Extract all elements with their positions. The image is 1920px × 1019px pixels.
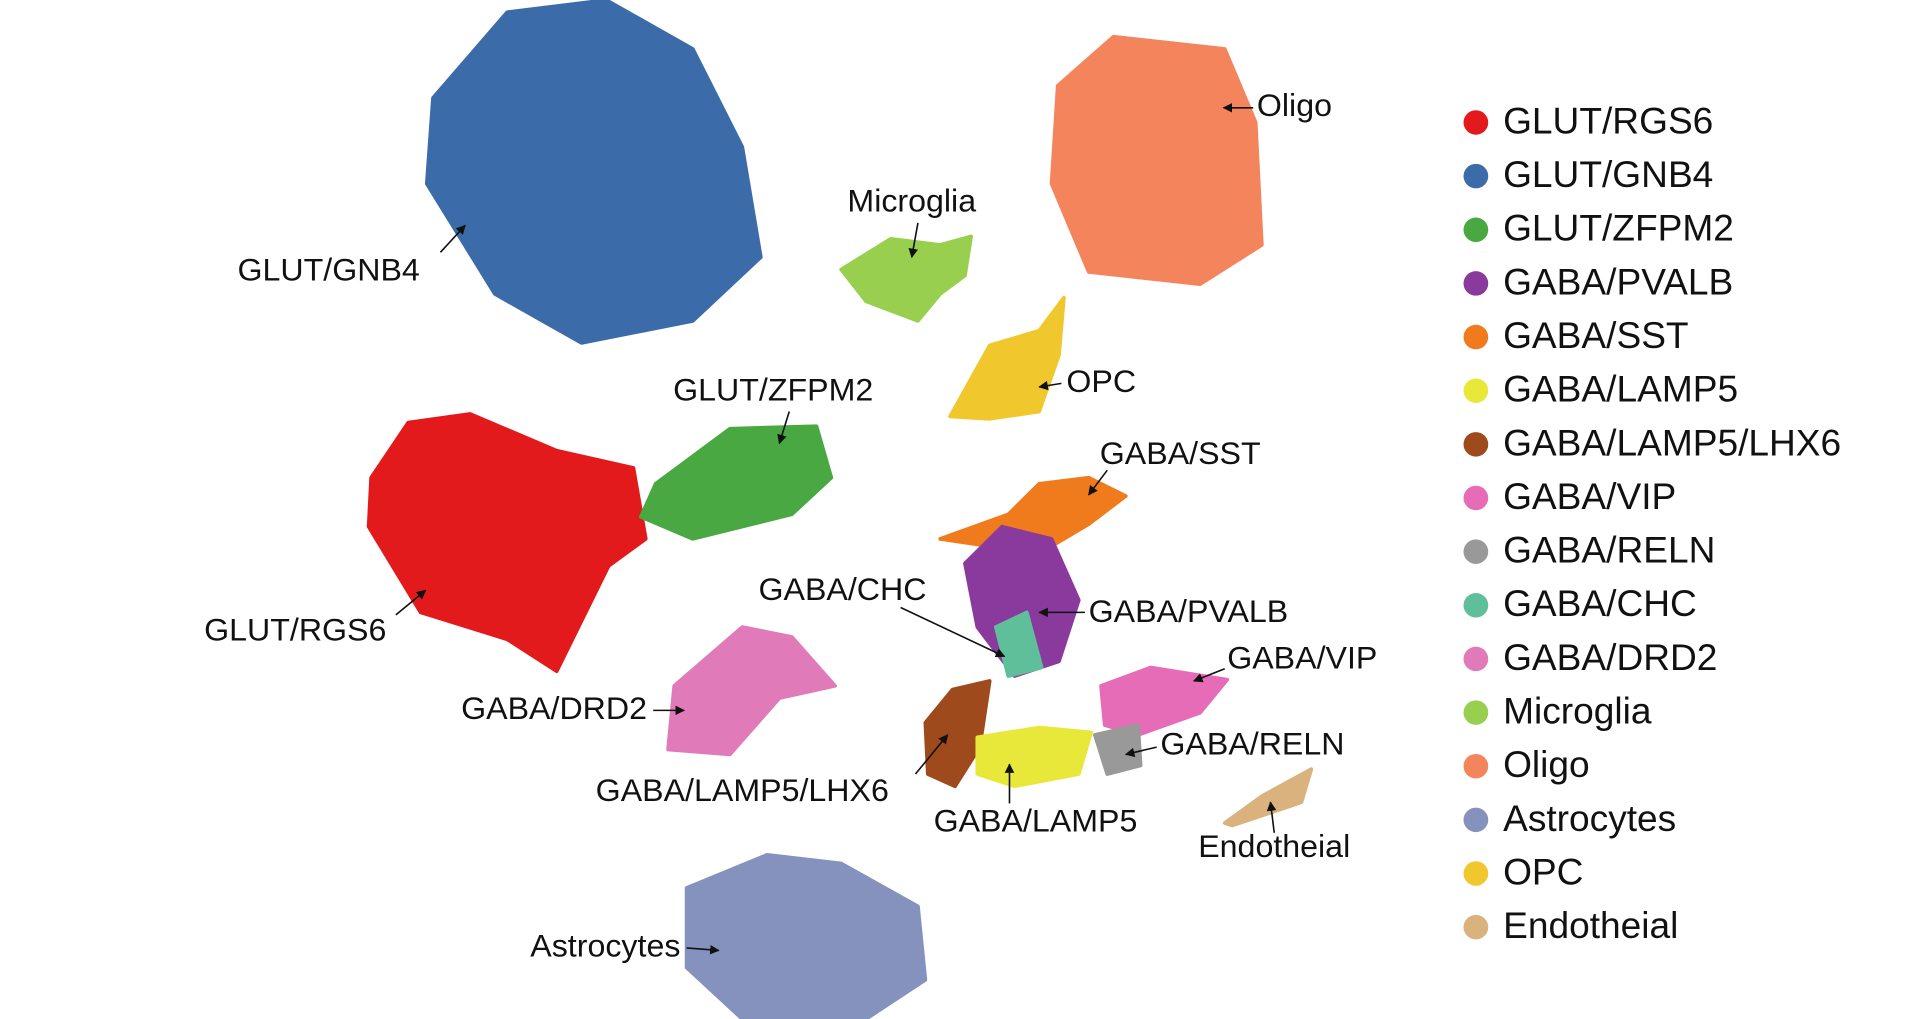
legend-label: GABA/SST [1503,315,1689,356]
legend-marker [1463,110,1489,135]
cluster-blob [975,725,1093,789]
cluster-blob [684,853,928,1019]
legend-marker [1463,646,1489,672]
legend-marker [1463,485,1489,511]
legend-label: OPC [1503,852,1583,893]
legend-marker [1463,914,1489,940]
legend-label: Microglia [1503,691,1652,732]
legend-label: GABA/PVALB [1503,262,1733,303]
legend-label: GLUT/RGS6 [1503,101,1713,142]
annotation-label: GLUT/ZFPM2 [673,371,873,407]
cluster-blob [1092,723,1143,776]
annotation-label: OPC [1066,363,1136,399]
legend-label: GABA/RELN [1503,530,1715,571]
annotations: Oligo Microglia OPC GLUT/ZFPM2 GABA/SST GLUT/… [204,87,1377,963]
annotation-label: GABA/PVALB [1089,593,1289,629]
annotation-arrow [914,734,949,775]
annotation-arrow [439,224,466,253]
annotation-label: GABA/VIP [1227,640,1377,676]
legend-marker [1463,217,1489,243]
annotation-arrow [1266,801,1277,833]
annotation-label: GLUT/GNB4 [238,251,420,287]
legend-label: GABA/CHC [1503,583,1697,624]
annotation-arrow [1192,667,1226,683]
legend-marker [1463,753,1489,779]
legend-label: GABA/LAMP5 [1503,369,1738,410]
legend-marker [1463,378,1489,403]
cluster-blob [1049,34,1264,286]
legend-label: GLUT/ZFPM2 [1503,208,1734,249]
annotation-label: GABA/LAMP5/LHX6 [596,772,889,808]
annotation-arrow [1088,469,1108,496]
cluster-blob [424,0,763,345]
legend-marker [1463,163,1489,189]
legend-marker [1463,861,1489,886]
legend-marker [1463,432,1489,457]
legend-marker [1463,271,1489,296]
cluster-blob [963,524,1081,678]
legend-marker [1463,807,1489,833]
annotation-label: GABA/CHC [758,571,926,607]
annotation-arrow [395,589,427,616]
cluster-blob [638,424,834,541]
annotation-arrow [777,411,791,445]
annotation-label: GABA/SST [1100,435,1261,471]
cluster-blob [366,412,648,674]
legend-marker [1463,324,1489,350]
annotation-label: GABA/RELN [1160,725,1344,761]
legend-label: Astrocytes [1503,798,1676,839]
cluster-blob [1099,665,1230,737]
legend-marker [1463,539,1489,564]
legend-label: Endotheial [1503,905,1678,946]
legend-marker [1463,700,1489,725]
annotation-arrow [900,606,1006,658]
annotation-label: Astrocytes [530,928,680,964]
annotation-label: Endotheial [1198,828,1350,864]
legend-label: GLUT/GNB4 [1503,154,1713,195]
legend-label: GABA/LAMP5/LHX6 [1503,422,1841,463]
legend-label: GABA/VIP [1503,476,1676,517]
annotation-label: Oligo [1257,87,1332,123]
cluster-blob [839,234,973,323]
legend-marker [1463,593,1489,618]
cluster-blob [948,295,1066,421]
annotation-arrow [686,944,720,955]
annotation-label: GABA/LAMP5 [934,803,1138,839]
cluster-blob [666,625,837,757]
clusters [366,0,1314,1019]
legend-label: Oligo [1503,744,1590,785]
cluster-blob [994,610,1044,678]
annotation-label: Microglia [847,183,976,219]
annotation-arrow [1124,746,1157,758]
legend-label: GABA/DRD2 [1503,637,1717,678]
legend: GLUT/RGS6 GLUT/GNB4 GLUT/ZFPM2 GABA/PVALB GA… [1463,101,1841,946]
cluster-blob [1222,767,1314,828]
annotation-arrow [908,222,919,259]
annotation-label: GABA/DRD2 [461,690,647,726]
annotation-arrow [1038,380,1062,391]
annotation-label: GLUT/RGS6 [204,612,386,648]
